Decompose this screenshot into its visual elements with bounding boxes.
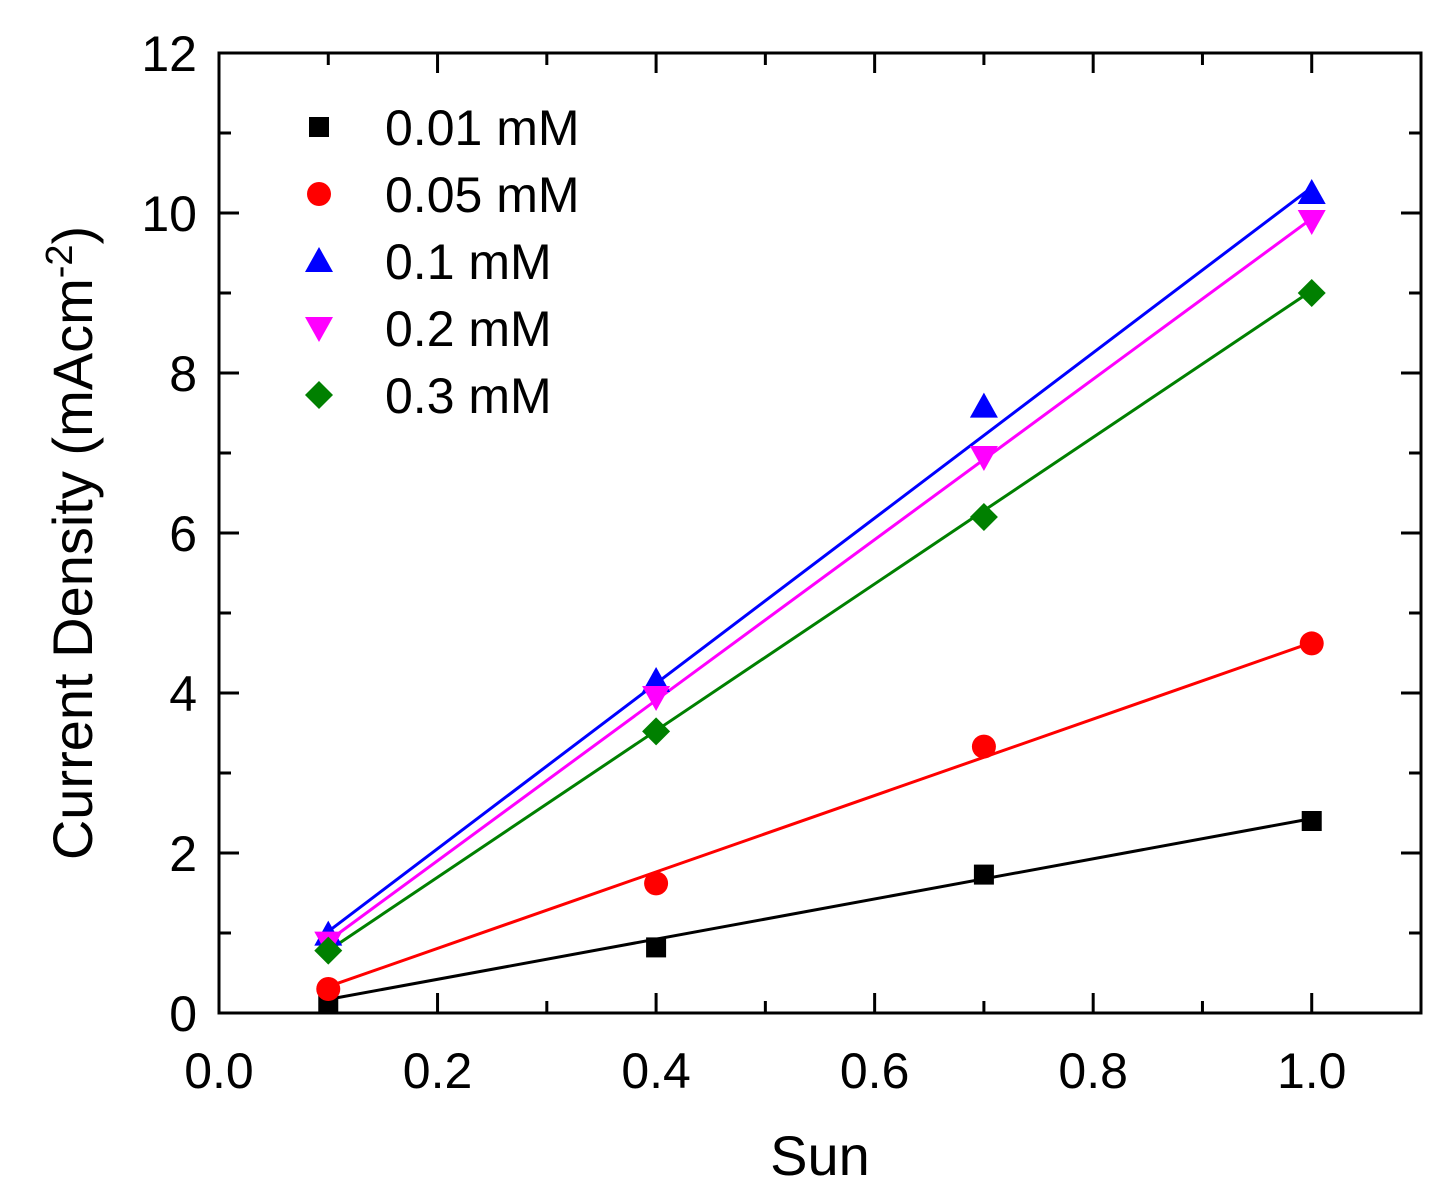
data-point	[1301, 811, 1322, 831]
fit-line	[327, 641, 1313, 989]
x-axis: 0.0 0.2 0.4 0.6 0.8 1.0	[184, 53, 1423, 1099]
fit-line	[327, 186, 1313, 933]
y-axis: 0 2 4 6 8 10 12	[141, 26, 1421, 1042]
data-point	[971, 734, 996, 759]
legend-label: 0.3 mM	[385, 368, 552, 424]
y-axis-title: Current Density (mAcm-2)	[39, 226, 104, 860]
data-point	[969, 446, 998, 471]
x-tick-label: 0.2	[403, 1043, 473, 1099]
y-tick-label: 6	[169, 506, 197, 562]
data-point	[646, 937, 667, 958]
data-point	[642, 717, 671, 746]
legend-label: 0.01 mM	[385, 100, 580, 156]
legend-marker	[305, 381, 333, 409]
y-tick-label: 12	[141, 26, 197, 82]
x-tick-label: 0.4	[621, 1043, 691, 1099]
x-axis-title: Sun	[770, 1124, 870, 1187]
legend-label: 0.05 mM	[385, 167, 580, 223]
data-point	[1297, 210, 1326, 235]
y-axis-title-main: Current Density (mAcm	[41, 278, 104, 860]
data-point	[314, 936, 343, 965]
y-axis-title-superscript: -2	[39, 244, 81, 278]
x-tick-label: 1.0	[1277, 1043, 1347, 1099]
fit-line	[328, 817, 1312, 1001]
legend-marker	[305, 247, 333, 272]
data-point	[642, 686, 671, 711]
data-point	[1299, 631, 1324, 656]
legend-marker	[309, 117, 329, 137]
legend-label: 0.2 mM	[385, 301, 552, 357]
y-tick-label: 8	[169, 346, 197, 402]
fit-lines	[327, 186, 1313, 1001]
data-point	[969, 392, 998, 418]
y-tick-label: 2	[169, 826, 197, 882]
legend: 0.01 mM 0.05 mM 0.1 mM 0.2 mM 0.3 mM	[305, 100, 580, 424]
y-axis-title-close: )	[41, 226, 104, 245]
legend-marker	[305, 317, 333, 342]
data-point	[1297, 179, 1326, 204]
legend-label: 0.1 mM	[385, 234, 552, 290]
fit-line	[327, 217, 1313, 943]
x-tick-label: 0.6	[840, 1043, 910, 1099]
y-tick-label: 10	[141, 186, 197, 242]
legend-marker	[307, 182, 331, 206]
data-point	[644, 871, 669, 896]
data-point	[973, 864, 994, 885]
y-tick-label: 0	[169, 986, 197, 1042]
y-tick-label: 4	[169, 666, 197, 722]
x-tick-label: 0.0	[184, 1043, 254, 1099]
data-point	[969, 503, 998, 531]
fit-line	[327, 289, 1313, 952]
data-point	[316, 977, 341, 1001]
x-tick-label: 0.8	[1058, 1043, 1128, 1099]
data-point	[642, 667, 671, 692]
data-point	[1297, 279, 1326, 307]
